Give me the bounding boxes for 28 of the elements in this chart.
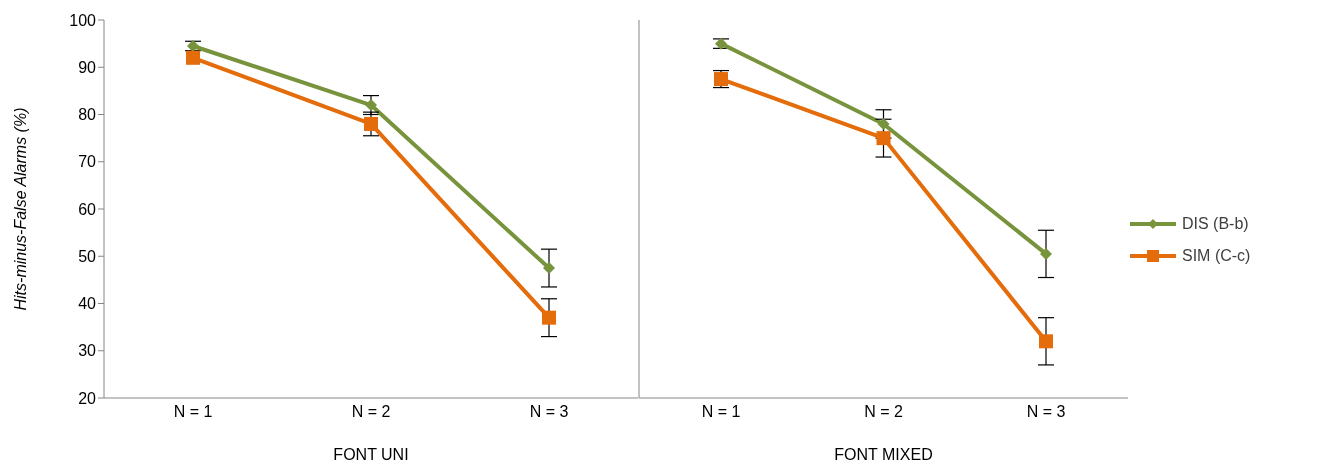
x-tick-label: N = 1 <box>173 403 213 421</box>
point <box>542 310 556 325</box>
x-tick-label: N = 2 <box>351 403 391 421</box>
y-tick-label: 40 <box>78 295 97 313</box>
y-tick-label: 80 <box>78 106 97 124</box>
y-tick-label: 50 <box>78 247 97 265</box>
legend-label: DIS (B-b) <box>1182 215 1249 233</box>
legend-label: SIM (C-c) <box>1182 247 1251 265</box>
point <box>1039 334 1053 349</box>
point <box>1040 247 1052 260</box>
point <box>365 99 377 112</box>
y-tick-label: 90 <box>78 58 97 76</box>
x-tick-label: N = 2 <box>864 403 903 421</box>
x-axis-title: FONT MIXED <box>834 446 933 463</box>
x-tick-label: N = 1 <box>701 403 741 421</box>
y-tick-label: 30 <box>78 342 97 360</box>
x-axis-title: FONT UNI <box>333 446 409 463</box>
y-tick-label: 100 <box>69 11 97 29</box>
x-tick-label: N = 3 <box>529 403 569 421</box>
y-tick-label: 60 <box>78 200 97 218</box>
point <box>543 262 555 275</box>
point <box>186 50 200 65</box>
x-tick-label: N = 3 <box>1026 403 1066 421</box>
y-tick-label: 20 <box>78 389 97 407</box>
y-tick-label: 70 <box>78 153 97 171</box>
y-axis-title: Hits-minus-False Alarms (%) <box>11 107 29 311</box>
point <box>877 117 890 130</box>
point <box>876 131 891 146</box>
